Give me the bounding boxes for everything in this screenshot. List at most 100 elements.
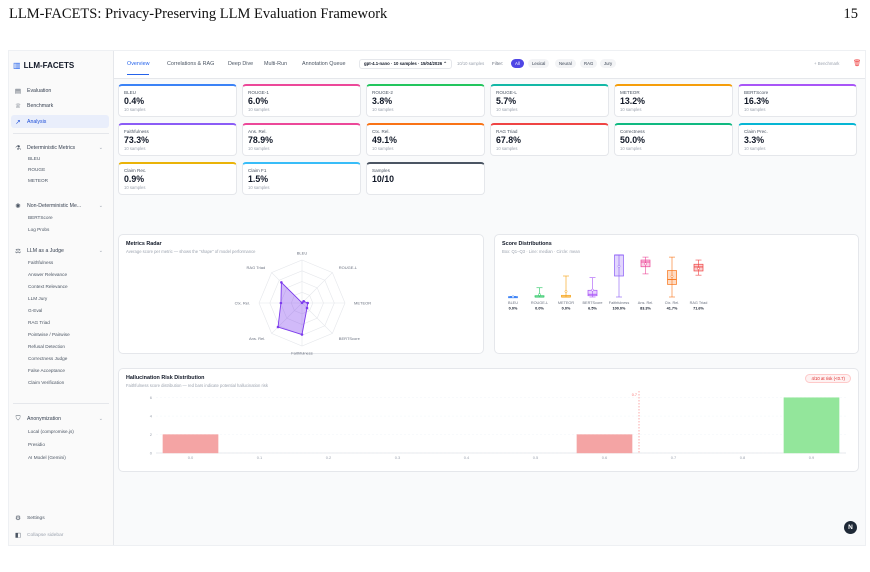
samples-count: 10/10 samples (457, 61, 485, 66)
sidebar-subitem[interactable]: Pointwise / Pairwise (28, 332, 70, 337)
sidebar-divider (13, 133, 109, 134)
sidebar-item-analysis[interactable]: ↗ Analysis (11, 115, 109, 128)
sidebar-subitem[interactable]: LLM Jury (28, 296, 48, 301)
box-mean (511, 295, 515, 299)
distribution-panel: Score Distributions Box: Q1–Q3 · Line: m… (494, 234, 859, 354)
metric-card-value: 49.1% (372, 135, 397, 145)
metric-card-label: METEOR (620, 90, 640, 95)
metric-card[interactable]: ROUGE-1 6.0% 10 samples (242, 84, 361, 117)
settings-button[interactable]: ⚙ Settings (11, 512, 45, 524)
sidebar-subitem[interactable]: Correctness Judge (28, 356, 68, 361)
metric-card-sub: 10 samples (744, 107, 766, 112)
panel-collapse-icon: ◧ (14, 532, 22, 539)
sidebar: ▥ LLM-FACETS ▤ Evaluation ♕ Benchmark ↗ … (9, 51, 114, 545)
tab-multi-run[interactable]: Multi-Run (264, 61, 288, 67)
box-label: RAG Triad (690, 301, 708, 305)
metric-card-label: BLEU (124, 90, 137, 95)
sidebar-subitem[interactable]: Refusal Detection (28, 344, 65, 349)
filter-chip-rag[interactable]: RAG (580, 59, 598, 68)
metric-card-value: 3.3% (744, 135, 765, 145)
hallucination-title: Hallucination Risk Distribution (126, 375, 205, 381)
section-deterministic[interactable]: ⚗ Deterministic Metrics ⌄ (11, 142, 109, 154)
metric-card[interactable]: RAG Triad 67.8% 10 samples (490, 123, 609, 156)
radar-point (280, 281, 283, 284)
box-label: METEOR (558, 301, 575, 305)
add-benchmark-button[interactable]: + Benchmark (814, 61, 840, 66)
radar-subtitle: Average score per metric — shows the "sh… (126, 249, 256, 254)
sidebar-subitem[interactable]: BERTScore (28, 215, 53, 220)
sidebar-subitem[interactable]: Local (compromise.js) (28, 429, 74, 434)
sidebar-subitem[interactable]: Answer Relevance (28, 272, 68, 277)
flask-icon: ⚗ (15, 145, 21, 152)
tab-deep-dive[interactable]: Deep Dive (228, 61, 254, 67)
sidebar-item-label: Evaluation (27, 87, 52, 94)
box-label: Ans. Rel. (638, 301, 653, 305)
tab-annotation-queue[interactable]: Annotation Queue (302, 61, 346, 67)
metric-card[interactable]: Correctness 50.0% 10 samples (614, 123, 733, 156)
metric-card-value: 1.5% (248, 174, 269, 184)
sidebar-subitem[interactable]: Presidio (28, 442, 45, 447)
tab-overview[interactable]: Overview (127, 61, 150, 75)
filter-label: Filter: (492, 61, 504, 66)
section-llm-judge[interactable]: ⚖ LLM as a Judge ⌄ (11, 245, 109, 257)
metric-card[interactable]: METEOR 13.2% 10 samples (614, 84, 733, 117)
sidebar-subitem[interactable]: METEOR (28, 178, 49, 183)
metric-card-value: 13.2% (620, 96, 645, 106)
section-non-deterministic[interactable]: ✺ Non-Deterministic Me... ⌄ (11, 200, 109, 212)
metric-card[interactable]: BLEU 0.4% 10 samples (118, 84, 237, 117)
sidebar-item-evaluation[interactable]: ▤ Evaluation (11, 84, 109, 97)
sidebar-subitem[interactable]: AI Model (Gemini) (28, 455, 66, 460)
metric-card-label: ROUGE-1 (248, 90, 269, 95)
metric-card[interactable]: Ctx. Rel. 49.1% 10 samples (366, 123, 485, 156)
metric-card-value: 78.9% (248, 135, 273, 145)
metric-card-label: RAG Triad (496, 129, 518, 134)
metric-card[interactable]: Faithfulness 73.3% 10 samples (118, 123, 237, 156)
trash-icon[interactable]: 🗑 (853, 60, 862, 67)
help-button[interactable]: N (844, 521, 857, 534)
brand[interactable]: ▥ LLM-FACETS (13, 61, 74, 70)
sidebar-subitem[interactable]: False Acceptance (28, 368, 66, 373)
sidebar-subitem[interactable]: Faithfulness (28, 260, 54, 265)
collapse-sidebar-button[interactable]: ◧ Collapse sidebar (11, 529, 64, 541)
metric-card[interactable]: Claim F1 1.5% 10 samples (242, 162, 361, 195)
filter-chip-neural[interactable]: Neural (555, 59, 576, 68)
section-anonymization[interactable]: ⛉ Anonymization ⌄ (11, 413, 109, 425)
chart-icon: ▤ (14, 87, 22, 95)
sidebar-subitem[interactable]: Claim Verification (28, 380, 65, 385)
sidebar-subitem[interactable]: RAG Triad (28, 320, 50, 325)
sidebar-subitem[interactable]: BLEU (28, 156, 41, 161)
filter-chip-jury[interactable]: Jury (600, 59, 617, 68)
metric-card[interactable]: Claim Prec. 3.3% 10 samples (738, 123, 857, 156)
sidebar-subitem[interactable]: Log Probs (28, 227, 50, 232)
metric-card-label: Samples (372, 168, 390, 173)
hallucination-histogram: 0 2 4 6 0.0 0.1 0.2 0.3 0.4 0.5 0.6 0.7 0.8 0.9 0.7 (150, 391, 846, 460)
radar-axis-label: Faithfulness (291, 351, 313, 356)
metric-card-value: 50.0% (620, 135, 645, 145)
sidebar-subitem[interactable]: G-Eval (28, 308, 43, 313)
sidebar-subitem[interactable]: Context Relevance (28, 284, 68, 289)
radar-spoke (271, 302, 303, 334)
metric-card[interactable]: Ans. Rel. 78.9% 10 samples (242, 123, 361, 156)
box-median-label: 0.0% (535, 307, 544, 311)
filter-chip-lexical[interactable]: Lexical (528, 59, 550, 68)
metric-card[interactable]: ROUGE-L 5.7% 10 samples (490, 84, 609, 117)
x-tick-label: 0.9 (809, 455, 815, 460)
box-median-label: 71.6% (693, 307, 704, 311)
metric-card[interactable]: Claim Rec. 0.9% 10 samples (118, 162, 237, 195)
sidebar-subitem[interactable]: ROUGE (28, 167, 46, 172)
metric-card-label: Correctness (620, 129, 645, 134)
page-number: 15 (843, 6, 859, 22)
filter-chip-all[interactable]: All (511, 59, 524, 68)
metric-card[interactable]: ROUGE-2 3.8% 10 samples (366, 84, 485, 117)
metric-card[interactable]: BERTScore 16.3% 10 samples (738, 84, 857, 117)
box-plot-item: RAG Triad 71.6% (690, 259, 708, 311)
metric-card-sub: 10 samples (620, 107, 642, 112)
tab-correlations[interactable]: Correlations & RAG (167, 61, 215, 67)
metric-card-label: ROUGE-L (496, 90, 517, 95)
run-select[interactable]: gpt-4.1-nano · 10 samples · 15/04/2026 ⌃ (359, 59, 452, 69)
box-label: Ctx. Rel. (665, 301, 680, 305)
metric-card[interactable]: Samples 10/10 (366, 162, 485, 195)
metric-card-value: 5.7% (496, 96, 517, 106)
sidebar-item-benchmark[interactable]: ♕ Benchmark (11, 99, 109, 112)
x-tick-label: 0.5 (533, 455, 539, 460)
